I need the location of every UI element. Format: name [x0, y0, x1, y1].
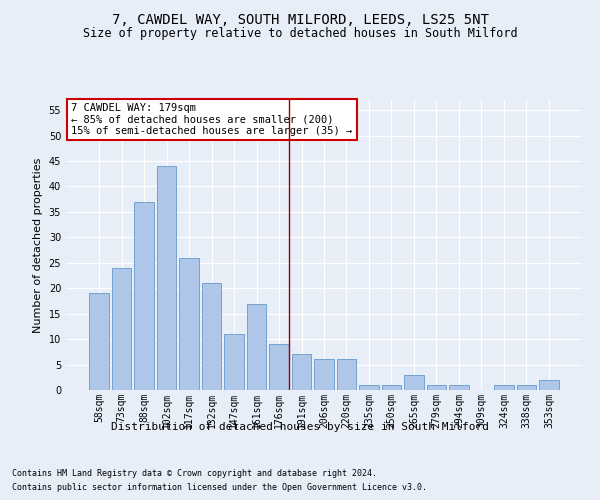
Bar	[224, 334, 244, 390]
Bar	[179, 258, 199, 390]
Bar	[382, 385, 401, 390]
Bar	[292, 354, 311, 390]
Text: Contains public sector information licensed under the Open Government Licence v3: Contains public sector information licen…	[12, 484, 427, 492]
Bar	[494, 385, 514, 390]
Text: Size of property relative to detached houses in South Milford: Size of property relative to detached ho…	[83, 28, 517, 40]
Bar	[517, 385, 536, 390]
Bar	[112, 268, 131, 390]
Bar	[449, 385, 469, 390]
Bar	[89, 294, 109, 390]
Bar	[337, 360, 356, 390]
Bar	[427, 385, 446, 390]
Text: 7, CAWDEL WAY, SOUTH MILFORD, LEEDS, LS25 5NT: 7, CAWDEL WAY, SOUTH MILFORD, LEEDS, LS2…	[112, 12, 488, 26]
Bar	[314, 360, 334, 390]
Bar	[539, 380, 559, 390]
Bar	[359, 385, 379, 390]
Y-axis label: Number of detached properties: Number of detached properties	[33, 158, 43, 332]
Bar	[269, 344, 289, 390]
Bar	[157, 166, 176, 390]
Bar	[134, 202, 154, 390]
Text: Distribution of detached houses by size in South Milford: Distribution of detached houses by size …	[111, 422, 489, 432]
Bar	[247, 304, 266, 390]
Text: 7 CAWDEL WAY: 179sqm
← 85% of detached houses are smaller (200)
15% of semi-deta: 7 CAWDEL WAY: 179sqm ← 85% of detached h…	[71, 103, 352, 136]
Bar	[202, 283, 221, 390]
Text: Contains HM Land Registry data © Crown copyright and database right 2024.: Contains HM Land Registry data © Crown c…	[12, 468, 377, 477]
Bar	[404, 374, 424, 390]
